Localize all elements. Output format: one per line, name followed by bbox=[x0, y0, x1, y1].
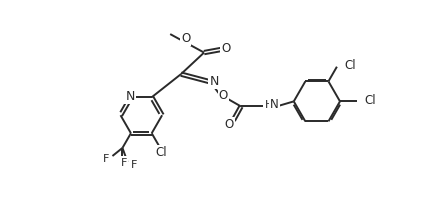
Text: F: F bbox=[130, 160, 137, 170]
Text: F: F bbox=[103, 154, 109, 164]
Text: Cl: Cl bbox=[365, 94, 376, 107]
Text: O: O bbox=[221, 42, 230, 55]
Text: N: N bbox=[125, 90, 135, 103]
Text: O: O bbox=[181, 32, 190, 45]
Text: H: H bbox=[265, 100, 273, 110]
Text: N: N bbox=[210, 75, 219, 87]
Text: O: O bbox=[225, 118, 234, 131]
Text: F: F bbox=[121, 157, 127, 168]
Text: Cl: Cl bbox=[345, 59, 356, 72]
Text: Cl: Cl bbox=[155, 146, 167, 159]
Text: O: O bbox=[219, 89, 228, 102]
Text: N: N bbox=[270, 98, 279, 111]
